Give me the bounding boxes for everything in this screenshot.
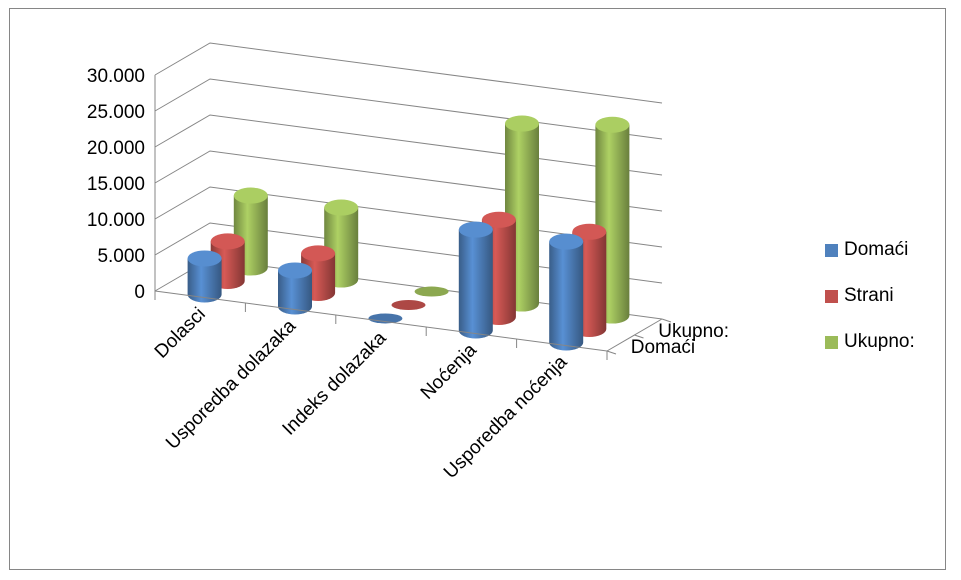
- bar-top: [549, 233, 584, 250]
- y-tick-label: 15.000: [87, 174, 145, 195]
- bar-ukupno-indeks-dolazaka: [414, 286, 449, 297]
- bar-top: [278, 262, 312, 279]
- depth-label-domaci: Domaći: [631, 337, 695, 358]
- bar-top: [324, 199, 359, 216]
- bar-domaci-nocenja: [458, 221, 493, 339]
- legend-item-ukupno: Ukupno:: [825, 328, 955, 356]
- bar-strani-indeks-dolazaka: [391, 300, 426, 310]
- legend-swatch-strani: [825, 289, 838, 303]
- bar-domaci-usporedba-nocenja: [549, 233, 584, 351]
- bar-top: [210, 233, 245, 250]
- legend-label-domaci: Domaći: [844, 239, 909, 260]
- bar-top: [301, 245, 336, 262]
- bar-top: [233, 187, 268, 204]
- x-tick-label-dolasci: Dolasci: [151, 304, 210, 363]
- bar-top: [595, 116, 630, 133]
- axis-lines: [154, 75, 672, 360]
- y-tick-label: 5.000: [97, 246, 145, 267]
- bar-body: [187, 258, 222, 303]
- bar-top: [391, 300, 426, 310]
- bar-top: [505, 115, 539, 132]
- bar-top: [481, 211, 516, 228]
- x-axis-line: [154, 290, 608, 352]
- bar-body: [458, 229, 493, 339]
- legend-swatch-domaci: [825, 243, 838, 257]
- legend-swatch-ukupno: [825, 335, 838, 349]
- y-tick-label: 25.000: [87, 102, 145, 123]
- x-tick-label-indeks-dolazaka: Indeks dolazaka: [279, 327, 391, 439]
- legend: Domaći Strani Ukupno:: [825, 236, 955, 374]
- x-tick-label-nocenja: Noćenja: [417, 339, 481, 403]
- bar-body: [549, 241, 584, 351]
- y-tick-label: 0: [134, 282, 145, 303]
- depth-tick: [661, 318, 672, 323]
- bar-domaci-usporedba-dolazaka: [278, 262, 312, 315]
- y-tick-label: 10.000: [87, 210, 145, 231]
- bar-top: [187, 250, 222, 267]
- y-tick-label: 20.000: [87, 138, 145, 159]
- gridline: [154, 42, 663, 104]
- bar-domaci-dolasci: [187, 250, 222, 303]
- bar-top: [572, 223, 607, 240]
- bar-body: [278, 270, 312, 315]
- legend-item-domaci: Domaći: [825, 236, 955, 264]
- legend-item-strani: Strani: [825, 282, 955, 310]
- depth-tick: [606, 350, 617, 355]
- bar-top: [414, 286, 449, 297]
- depth-label-ukupno: Ukupno:: [658, 321, 729, 342]
- bar-layer: [187, 115, 630, 351]
- bar-top: [458, 221, 493, 238]
- legend-label-strani: Strani: [844, 285, 894, 306]
- y-tick-label: 30.000: [87, 66, 145, 87]
- legend-label-ukupno: Ukupno:: [844, 331, 915, 352]
- depth-tick: [634, 334, 644, 339]
